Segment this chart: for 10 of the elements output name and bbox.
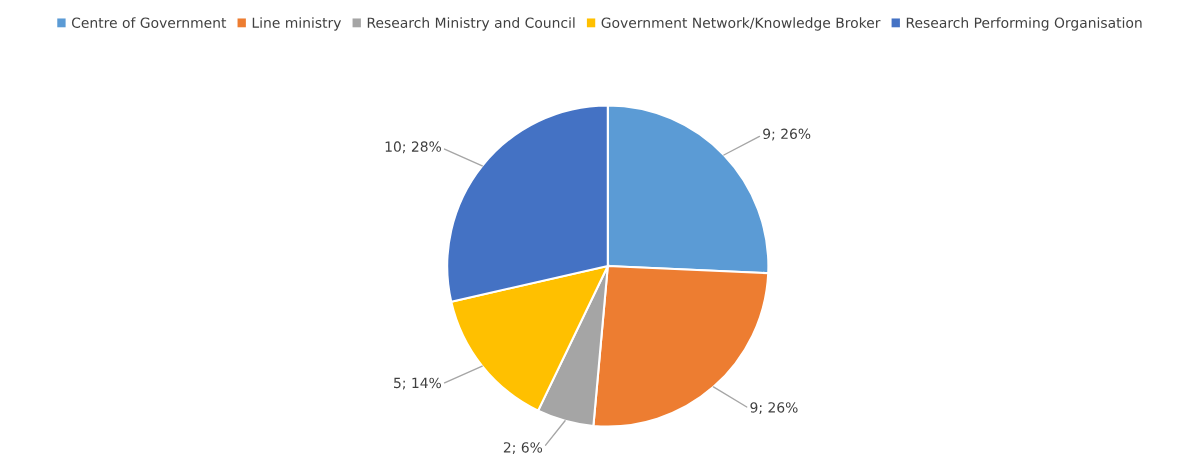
data-label: 9; 26% [750, 402, 798, 415]
legend-label: Line ministry [252, 17, 342, 31]
data-label: 9; 26% [763, 128, 811, 141]
data-label: 2; 6% [503, 442, 543, 455]
legend-label: Research Ministry and Council [367, 17, 575, 31]
data-label: 5; 14% [394, 377, 442, 390]
legend-label: Government Network/Knowledge Broker [601, 17, 881, 31]
data-label: 10; 28% [385, 141, 442, 154]
legend-label: Centre of Government [71, 17, 227, 28]
legend-label: Research Performing Organisation [906, 17, 1142, 31]
